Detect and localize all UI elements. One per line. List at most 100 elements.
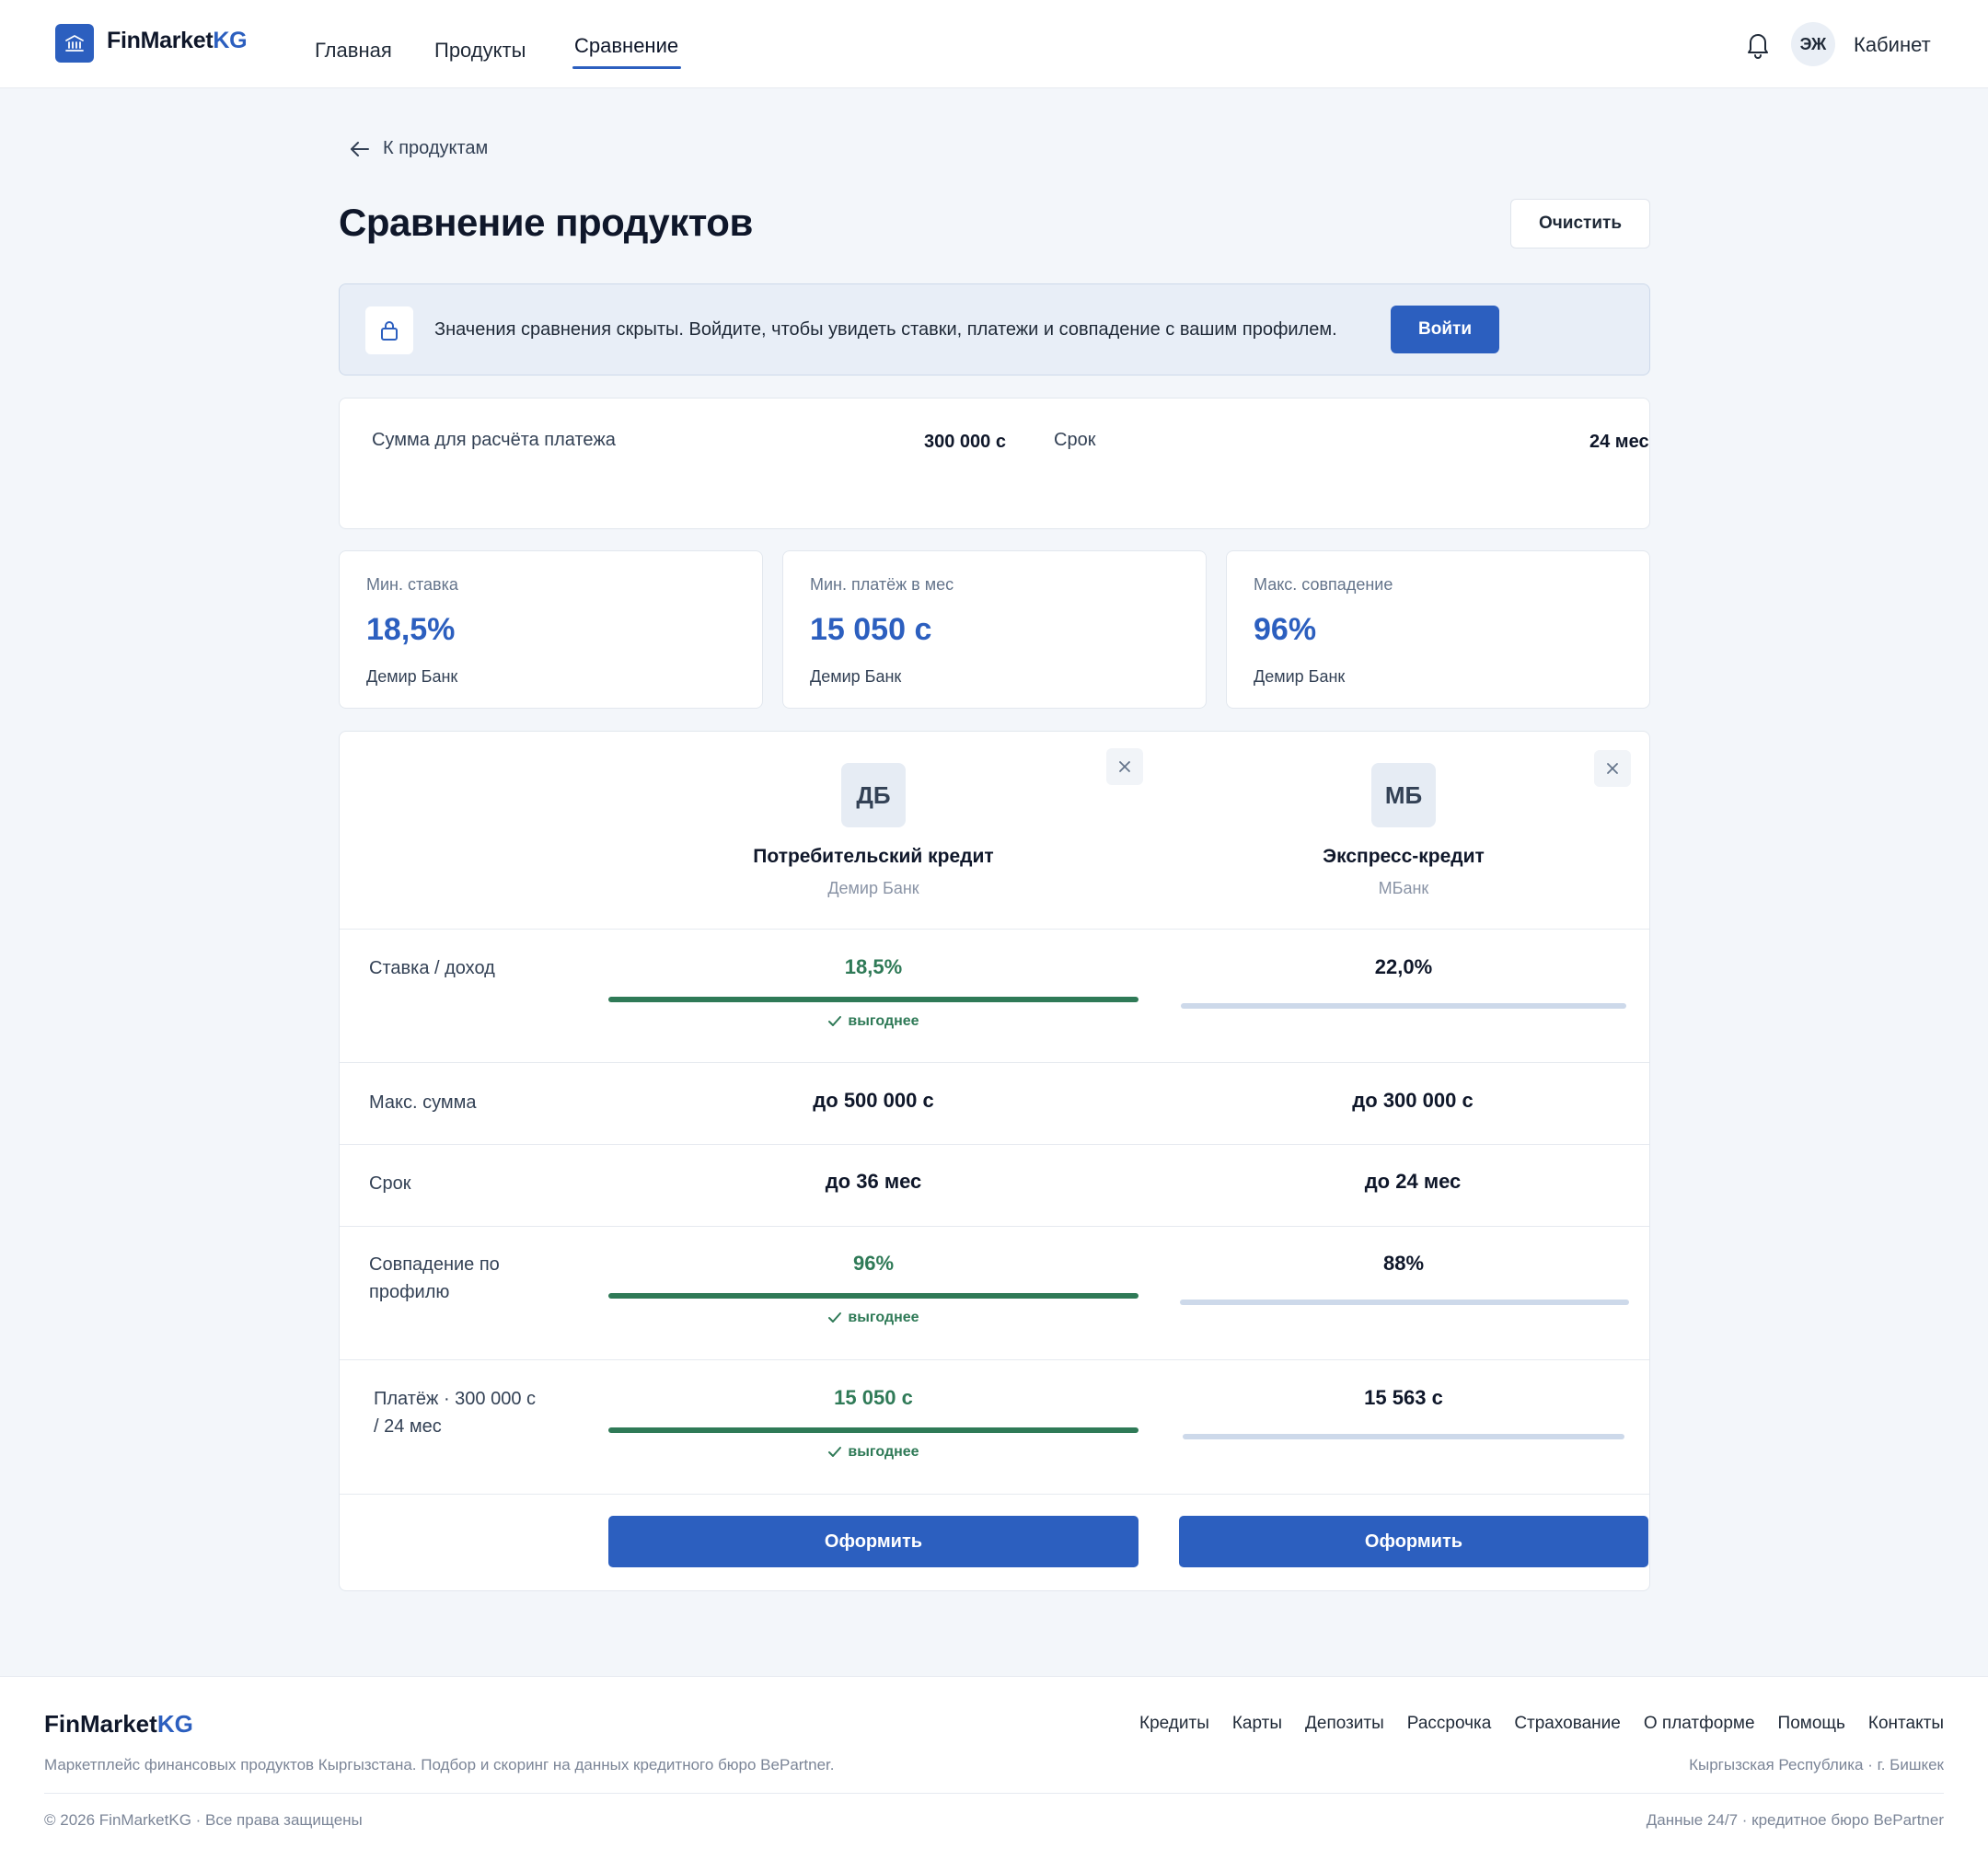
cabinet-link[interactable]: Кабинет [1854, 33, 1931, 56]
amount-value[interactable]: 300 000 с [924, 432, 1006, 452]
match-value: 88% [1382, 1252, 1425, 1275]
remove-product-close-icon[interactable] [1594, 750, 1631, 787]
apply-button[interactable]: Оформить [1179, 1516, 1648, 1567]
max-sum-value: до 300 000 с [1352, 1089, 1474, 1112]
comparison-table: ДБ Потребительский кредит Демир Банк МБ … [339, 731, 1650, 1591]
stat-label: Макс. совпадение [1254, 575, 1393, 594]
bank-logo-icon[interactable] [55, 24, 94, 63]
rate-bar [608, 997, 1138, 1002]
term-row-value: до 36 мес [825, 1170, 922, 1193]
brand-logo[interactable]: FinMarketKG [107, 28, 248, 54]
better-label: выгоднее [848, 1444, 919, 1460]
footer-logo-main: FinMarket [44, 1710, 157, 1738]
better-badge: выгоднее [607, 1013, 1140, 1030]
remove-product-close-icon[interactable] [1106, 748, 1143, 785]
term-value[interactable]: 24 мес [1589, 432, 1649, 452]
check-icon [828, 1312, 842, 1323]
row-divider [340, 1359, 1649, 1360]
brand-logo-accent: KG [213, 28, 248, 53]
stat-bank: Демир Банк [366, 667, 458, 686]
footer-links: Кредиты Карты Депозиты Рассрочка Страхов… [1139, 1714, 1944, 1734]
stat-value: 15 050 с [810, 612, 932, 647]
nav-products[interactable]: Продукты [434, 39, 526, 62]
footer-link-about[interactable]: О платформе [1643, 1714, 1755, 1733]
footer-data-note: Данные 24/7 · кредитное бюро BePartner [1646, 1811, 1944, 1829]
stat-card-min-rate: Мин. ставка 18,5% Демир Банк [339, 550, 763, 709]
row-divider [340, 1226, 1649, 1227]
footer: FinMarketKG Кредиты Карты Депозиты Расср… [0, 1676, 1988, 1860]
better-label: выгоднее [848, 1310, 919, 1325]
apply-button[interactable]: Оформить [608, 1516, 1138, 1567]
nav-home[interactable]: Главная [315, 39, 392, 62]
nav-compare[interactable]: Сравнение [574, 34, 679, 57]
term-label: Срок [1054, 430, 1096, 450]
banner-message: Значения сравнения скрыты. Войдите, чтоб… [434, 319, 1337, 340]
stat-bank: Демир Банк [810, 667, 902, 686]
footer-logo-accent: KG [156, 1710, 193, 1738]
footer-link-insurance[interactable]: Страхование [1514, 1714, 1621, 1733]
match-value: 96% [852, 1252, 895, 1275]
footer-link-installments[interactable]: Рассрочка [1406, 1714, 1492, 1733]
product-bank: МБанк [1378, 879, 1429, 897]
row-divider [340, 1494, 1649, 1495]
footer-description: Маркетплейс финансовых продуктов Кыргызс… [44, 1756, 835, 1773]
match-bar [608, 1293, 1138, 1299]
stat-card-min-payment: Мин. платёж в мес 15 050 с Демир Банк [782, 550, 1207, 709]
lock-icon [365, 306, 413, 354]
stat-card-max-match: Макс. совпадение 96% Демир Банк [1226, 550, 1650, 709]
login-button[interactable]: Войти [1391, 306, 1499, 353]
product-logo: ДБ [841, 763, 906, 827]
stat-label: Мин. ставка [366, 575, 458, 594]
payment-bar [1183, 1434, 1624, 1439]
stat-label: Мин. платёж в мес [810, 575, 954, 594]
row-label-term: Срок [369, 1173, 411, 1194]
bell-icon[interactable] [1745, 29, 1771, 59]
row-divider [340, 1144, 1649, 1145]
product-bank: Демир Банк [827, 879, 919, 897]
row-label-max-sum: Макс. сумма [369, 1092, 477, 1113]
rate-bar [1181, 1003, 1626, 1009]
back-link-label: К продуктам [383, 138, 489, 158]
product-name[interactable]: Потребительский кредит [753, 846, 994, 867]
check-icon [828, 1016, 842, 1026]
stat-value: 96% [1254, 612, 1317, 647]
product-name[interactable]: Экспресс-кредит [1323, 846, 1485, 867]
clear-button[interactable]: Очистить [1510, 199, 1650, 248]
row-divider [340, 929, 1649, 930]
check-icon [828, 1447, 842, 1457]
footer-divider [44, 1793, 1944, 1794]
footer-link-deposits[interactable]: Депозиты [1305, 1714, 1384, 1733]
better-badge: выгоднее [607, 1310, 1140, 1326]
payment-value: 15 050 с [834, 1386, 913, 1409]
footer-location: Кыргызская Республика · г. Бишкек [1689, 1756, 1944, 1773]
rate-value: 18,5% [844, 955, 903, 978]
top-header: FinMarketKG Главная Продукты Сравнение Э… [0, 0, 1988, 88]
rate-value: 22,0% [1374, 955, 1433, 978]
back-link[interactable]: К продуктам [350, 138, 488, 159]
match-bar [1180, 1300, 1629, 1305]
payment-value: 15 563 с [1364, 1386, 1443, 1409]
footer-logo[interactable]: FinMarketKG [44, 1710, 193, 1739]
login-required-banner: Значения сравнения скрыты. Войдите, чтоб… [339, 283, 1650, 375]
payment-bar [608, 1427, 1138, 1433]
page-title: Сравнение продуктов [339, 201, 753, 244]
footer-link-cards[interactable]: Карты [1231, 1714, 1283, 1733]
footer-link-help[interactable]: Помощь [1777, 1714, 1845, 1733]
row-label-match: Совпадение по профилю [369, 1254, 500, 1302]
footer-link-contacts[interactable]: Контакты [1867, 1714, 1944, 1733]
footer-link-credits[interactable]: Кредиты [1139, 1714, 1209, 1733]
row-label-payment: Платёж · 300 000 с / 24 мес [374, 1389, 537, 1437]
term-row-value: до 24 мес [1364, 1170, 1462, 1193]
row-label-rate: Ставка / доход [369, 958, 495, 978]
row-divider [340, 1062, 1649, 1063]
arrow-left-icon [351, 141, 369, 156]
amount-label: Сумма для расчёта платежа [372, 430, 616, 450]
stat-value: 18,5% [366, 612, 456, 647]
max-sum-value: до 500 000 с [813, 1089, 934, 1112]
footer-copyright: © 2026 FinMarketKG · Все права защищены [44, 1811, 363, 1829]
product-logo: МБ [1371, 763, 1436, 827]
avatar[interactable]: ЭЖ [1791, 22, 1835, 66]
better-badge: выгоднее [607, 1444, 1140, 1461]
better-label: выгоднее [848, 1013, 919, 1029]
stat-bank: Демир Банк [1254, 667, 1346, 686]
